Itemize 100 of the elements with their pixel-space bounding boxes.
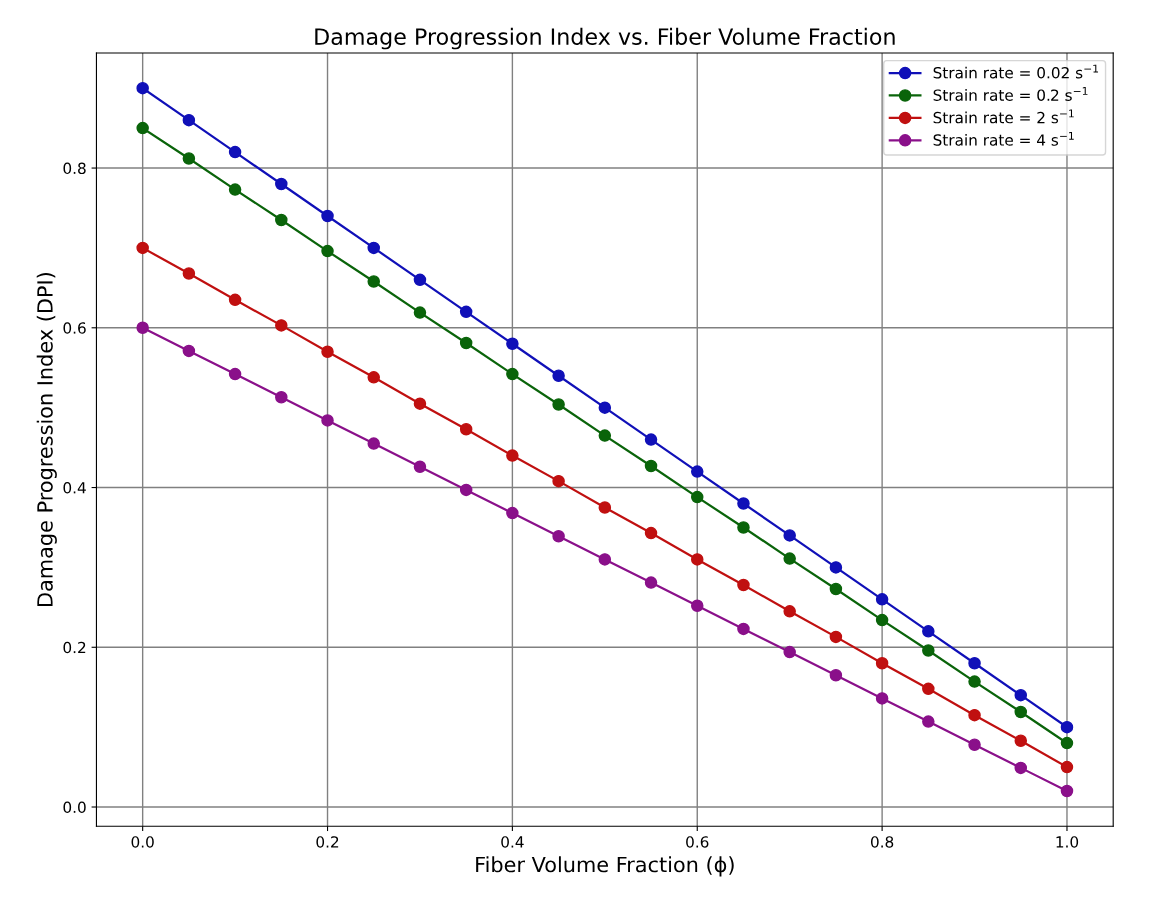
point [413,306,427,319]
point [413,397,427,410]
point [275,213,288,227]
point [367,275,380,288]
point [506,449,519,462]
legend-label: Strain rate = 0.02 s$^{−1}$ [933,64,1099,79]
point [783,605,796,618]
point [136,241,149,255]
point [182,152,196,165]
point [228,145,242,159]
point [783,645,796,659]
y-tick-label: 0.6 [63,322,86,334]
point [136,81,149,95]
point [552,398,565,411]
point [1014,688,1028,702]
y-tick-label: 0.2 [63,641,86,654]
point [875,692,889,705]
point [922,625,935,638]
point [691,599,704,612]
point [783,552,796,565]
point [275,391,288,404]
point [737,578,750,592]
chart-title: Damage Progression Index vs. Fiber Volume Fraction [315,27,895,50]
point [228,183,242,196]
point [321,209,334,223]
point [459,305,473,319]
point [922,715,935,728]
point [552,530,565,543]
point [136,121,149,135]
point [182,267,196,280]
point [367,241,380,255]
point [829,630,843,644]
x-tick-label: 0.2 [316,836,339,848]
point [875,613,889,627]
y-tick-label: 0.8 [63,162,86,175]
point [506,337,519,351]
point [136,321,149,335]
point [1060,760,1074,774]
point [644,459,658,473]
legend-label: Strain rate = 0.2 s$^{−1}$ [933,87,1088,101]
point [1060,784,1074,798]
point [829,668,843,682]
point [459,422,473,436]
point [875,593,889,606]
point [1014,761,1028,775]
point [644,526,658,540]
point [968,675,981,688]
point [275,319,288,332]
point [459,483,473,497]
point [275,177,288,191]
point [367,371,380,384]
point [552,369,565,382]
point [598,553,612,566]
point [367,437,380,450]
point [1060,720,1074,734]
point [413,460,427,474]
point [598,501,612,514]
point [875,656,889,670]
point [691,465,704,478]
point [829,582,843,596]
point [691,490,704,504]
point [968,656,981,670]
y-tick-label: 0.0 [63,801,86,814]
y-tick-label: 0.4 [63,482,86,494]
x-axis-title: Fiber Volume Fraction (ϕ) [476,856,734,877]
point [228,367,242,381]
point [506,506,519,520]
point [922,644,935,657]
point [968,738,981,751]
x-tick-label: 0.6 [686,836,709,848]
legend-label: Strain rate = 2 s$^{−1}$ [933,109,1074,124]
point [737,521,750,534]
point [321,345,334,359]
x-tick-label: 1.0 [1056,836,1079,848]
point [1014,734,1028,747]
legend-label: Strain rate = 4 s$^{−1}$ [933,131,1074,146]
point [321,414,334,427]
point [182,113,196,127]
point [737,497,750,510]
x-tick-label: 0.0 [131,836,154,848]
point [1014,705,1028,719]
point [321,244,334,258]
point [1060,736,1074,750]
point [552,474,565,488]
point [459,336,473,350]
point [182,344,196,358]
point [228,293,242,307]
point [783,529,796,542]
point [968,708,981,722]
point [644,576,658,589]
point [644,433,658,446]
y-axis-title: Damage Progression Index (DPI) [36,273,57,606]
point [737,622,750,636]
point [598,401,612,414]
point [829,561,843,574]
x-tick-label: 0.4 [501,836,524,848]
x-tick-label: 0.8 [870,836,894,848]
point [506,367,519,381]
point [922,682,935,696]
point [691,553,704,566]
